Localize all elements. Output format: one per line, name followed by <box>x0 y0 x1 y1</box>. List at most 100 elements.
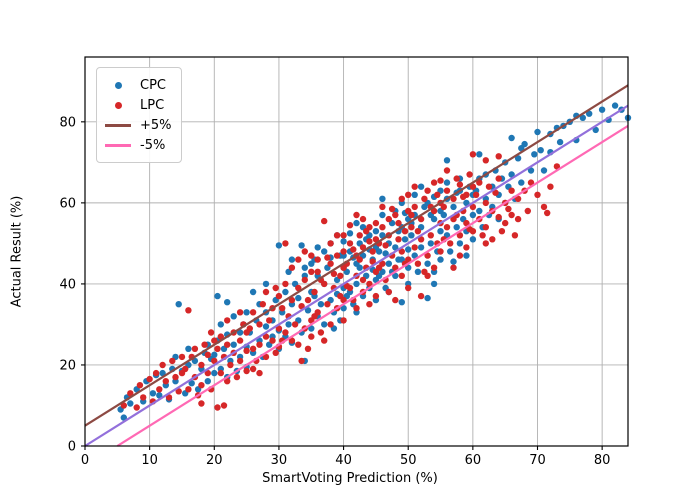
lpc-point <box>434 191 441 198</box>
x-tick-label: 10 <box>141 453 158 468</box>
lpc-point <box>369 258 376 265</box>
cpc-point <box>298 242 305 249</box>
cpc-point <box>346 230 354 237</box>
lpc-point <box>482 224 489 231</box>
lpc-point <box>275 325 283 332</box>
lpc-point <box>417 292 425 300</box>
legend-label-plus5: +5% <box>140 117 172 133</box>
y-tick-label: 80 <box>59 115 76 130</box>
lpc-point <box>392 264 399 271</box>
lpc-point <box>227 361 234 369</box>
cpc-point <box>249 288 257 296</box>
cpc-point <box>353 219 360 227</box>
lpc-point <box>266 317 273 324</box>
lpc-point <box>408 224 415 231</box>
lpc-point <box>262 353 270 361</box>
cpc-point <box>405 246 412 253</box>
lpc-point <box>214 404 221 411</box>
lpc-point <box>482 240 489 247</box>
legend-entry-minus5: -5% <box>105 135 173 155</box>
cpc-point <box>159 369 166 377</box>
lpc-point <box>127 390 134 397</box>
lpc-point <box>301 276 308 284</box>
cpc-point <box>527 167 535 174</box>
lpc-point <box>327 260 334 267</box>
cpc-point <box>317 301 325 308</box>
cpc-point <box>356 264 363 271</box>
cpc-point <box>476 207 483 215</box>
lpc-point <box>479 232 486 239</box>
cpc-point <box>285 321 292 328</box>
lpc-point <box>327 321 334 328</box>
lpc-point <box>485 183 493 190</box>
lpc-point <box>456 181 464 188</box>
lpc-point <box>211 357 218 365</box>
lpc-point <box>272 349 279 356</box>
x-axis-label: SmartVoting Prediction (%) <box>262 471 438 486</box>
lpc-point <box>405 191 412 198</box>
legend-label-lpc: LPC <box>140 97 165 113</box>
cpc-point <box>230 341 237 348</box>
lpc-point <box>224 341 231 348</box>
cpc-point <box>469 236 477 243</box>
cpc-point <box>463 252 470 259</box>
lpc-point <box>430 207 438 215</box>
lpc-point <box>337 272 344 279</box>
lpc-point <box>450 195 457 202</box>
lpc-point <box>350 246 357 253</box>
lpc-point <box>495 153 502 160</box>
lpc-point <box>156 386 163 393</box>
lpc-point <box>172 373 179 381</box>
x-tick-label: 0 <box>81 453 89 468</box>
lpc-point <box>308 252 315 259</box>
cpc-point <box>424 294 431 302</box>
lpc-point <box>217 369 224 377</box>
lpc-point <box>379 203 386 211</box>
cpc-point <box>149 390 157 397</box>
lpc-point <box>359 276 367 284</box>
lpc-point <box>262 333 270 340</box>
lpc-point <box>424 272 431 279</box>
lpc-point <box>366 238 373 245</box>
lpc-point <box>308 268 315 275</box>
cpc-point <box>217 321 224 328</box>
cpc-point <box>411 252 418 259</box>
lpc-point <box>321 217 328 225</box>
cpc-point <box>204 378 211 385</box>
lpc-point <box>272 284 279 292</box>
lpc-point <box>236 309 244 316</box>
lpc-point <box>414 228 422 235</box>
lpc-point <box>340 248 347 255</box>
lpc-point <box>495 213 502 221</box>
lpc-point <box>146 375 153 383</box>
plot-border <box>84 56 629 447</box>
lpc-point <box>288 296 296 304</box>
lpc-point <box>408 211 415 219</box>
lpc-point <box>437 177 444 184</box>
lpc-point <box>366 280 373 288</box>
lpc-point <box>275 292 283 300</box>
lpc-point <box>469 228 477 235</box>
cpc-point <box>540 167 548 174</box>
lpc-marker-icon <box>105 101 131 109</box>
lpc-point <box>282 329 289 336</box>
cpc-point <box>321 321 328 328</box>
lpc-point <box>308 333 315 340</box>
identity-line <box>84 104 629 447</box>
lpc-point <box>469 151 477 158</box>
lpc-point <box>133 404 140 411</box>
cpc-point <box>353 280 360 288</box>
lpc-point <box>249 309 257 316</box>
cpc-point <box>301 264 308 271</box>
lpc-point <box>279 305 286 312</box>
cpc-marker-icon <box>105 81 131 89</box>
lpc-point <box>217 333 224 340</box>
lpc-point <box>201 341 208 348</box>
lpc-point <box>443 187 451 194</box>
lpc-point <box>466 171 473 178</box>
cpc-point <box>401 236 409 243</box>
lpc-point <box>372 292 380 300</box>
lpc-point <box>301 248 308 255</box>
lpc-point <box>243 367 250 375</box>
cpc-point <box>586 110 593 117</box>
